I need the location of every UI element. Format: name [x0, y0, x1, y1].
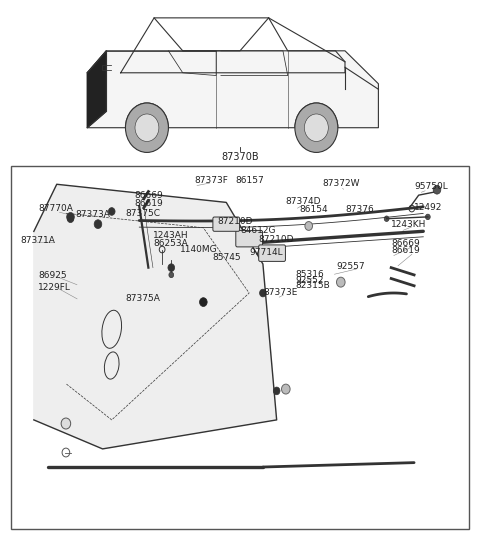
Text: 92552: 92552 [295, 276, 324, 285]
Text: 86157: 86157 [235, 176, 264, 185]
Circle shape [433, 185, 441, 194]
Text: 87370B: 87370B [221, 152, 259, 162]
Text: 87375A: 87375A [125, 294, 160, 303]
Text: 84612G: 84612G [240, 226, 276, 235]
Circle shape [304, 114, 328, 141]
Circle shape [295, 103, 338, 152]
Text: 87375C: 87375C [125, 209, 160, 218]
Polygon shape [34, 184, 276, 449]
Circle shape [169, 272, 174, 278]
Text: 1229FL: 1229FL [38, 283, 72, 292]
FancyBboxPatch shape [11, 166, 469, 529]
Text: 1243KH: 1243KH [391, 220, 427, 229]
Text: 87376: 87376 [346, 205, 374, 214]
Circle shape [125, 103, 168, 152]
Text: 12492: 12492 [414, 203, 443, 213]
Text: 82315B: 82315B [295, 282, 330, 290]
Circle shape [336, 277, 345, 287]
Text: 97714L: 97714L [249, 248, 283, 257]
Polygon shape [87, 51, 107, 128]
FancyBboxPatch shape [213, 217, 240, 231]
Circle shape [200, 298, 207, 306]
Circle shape [61, 418, 71, 429]
Circle shape [384, 216, 389, 221]
Circle shape [281, 384, 290, 394]
Text: 95750L: 95750L [414, 182, 448, 190]
Polygon shape [87, 51, 378, 128]
FancyBboxPatch shape [236, 230, 263, 247]
Circle shape [94, 220, 102, 229]
Text: 92557: 92557 [336, 262, 365, 272]
FancyBboxPatch shape [259, 245, 286, 262]
Text: 87374D: 87374D [286, 197, 321, 206]
Text: 87373E: 87373E [263, 288, 297, 297]
Text: 1243AH: 1243AH [153, 231, 189, 240]
Text: 87210D: 87210D [217, 217, 252, 226]
Text: 86925: 86925 [38, 271, 67, 280]
Text: 86253A: 86253A [153, 239, 188, 248]
Text: 87210D: 87210D [258, 235, 294, 244]
Text: 87373A: 87373A [75, 210, 110, 219]
Circle shape [425, 214, 430, 220]
Text: 86669: 86669 [134, 192, 163, 200]
Circle shape [273, 387, 280, 395]
Text: 86154: 86154 [300, 205, 328, 214]
Circle shape [67, 215, 74, 222]
Circle shape [305, 221, 312, 230]
Circle shape [260, 289, 266, 297]
Text: 87770A: 87770A [38, 204, 73, 214]
Text: 87373F: 87373F [194, 176, 228, 185]
Circle shape [135, 114, 159, 141]
Text: 86619: 86619 [391, 246, 420, 255]
Text: 86669: 86669 [391, 238, 420, 247]
Text: 85316: 85316 [295, 270, 324, 279]
Text: 86619: 86619 [134, 199, 163, 208]
Text: 85745: 85745 [213, 253, 241, 262]
Circle shape [67, 213, 74, 221]
Text: 87372W: 87372W [323, 179, 360, 188]
Text: 1140MG: 1140MG [180, 245, 218, 254]
Text: 87371A: 87371A [20, 236, 55, 245]
Circle shape [108, 208, 115, 215]
Circle shape [168, 264, 175, 272]
